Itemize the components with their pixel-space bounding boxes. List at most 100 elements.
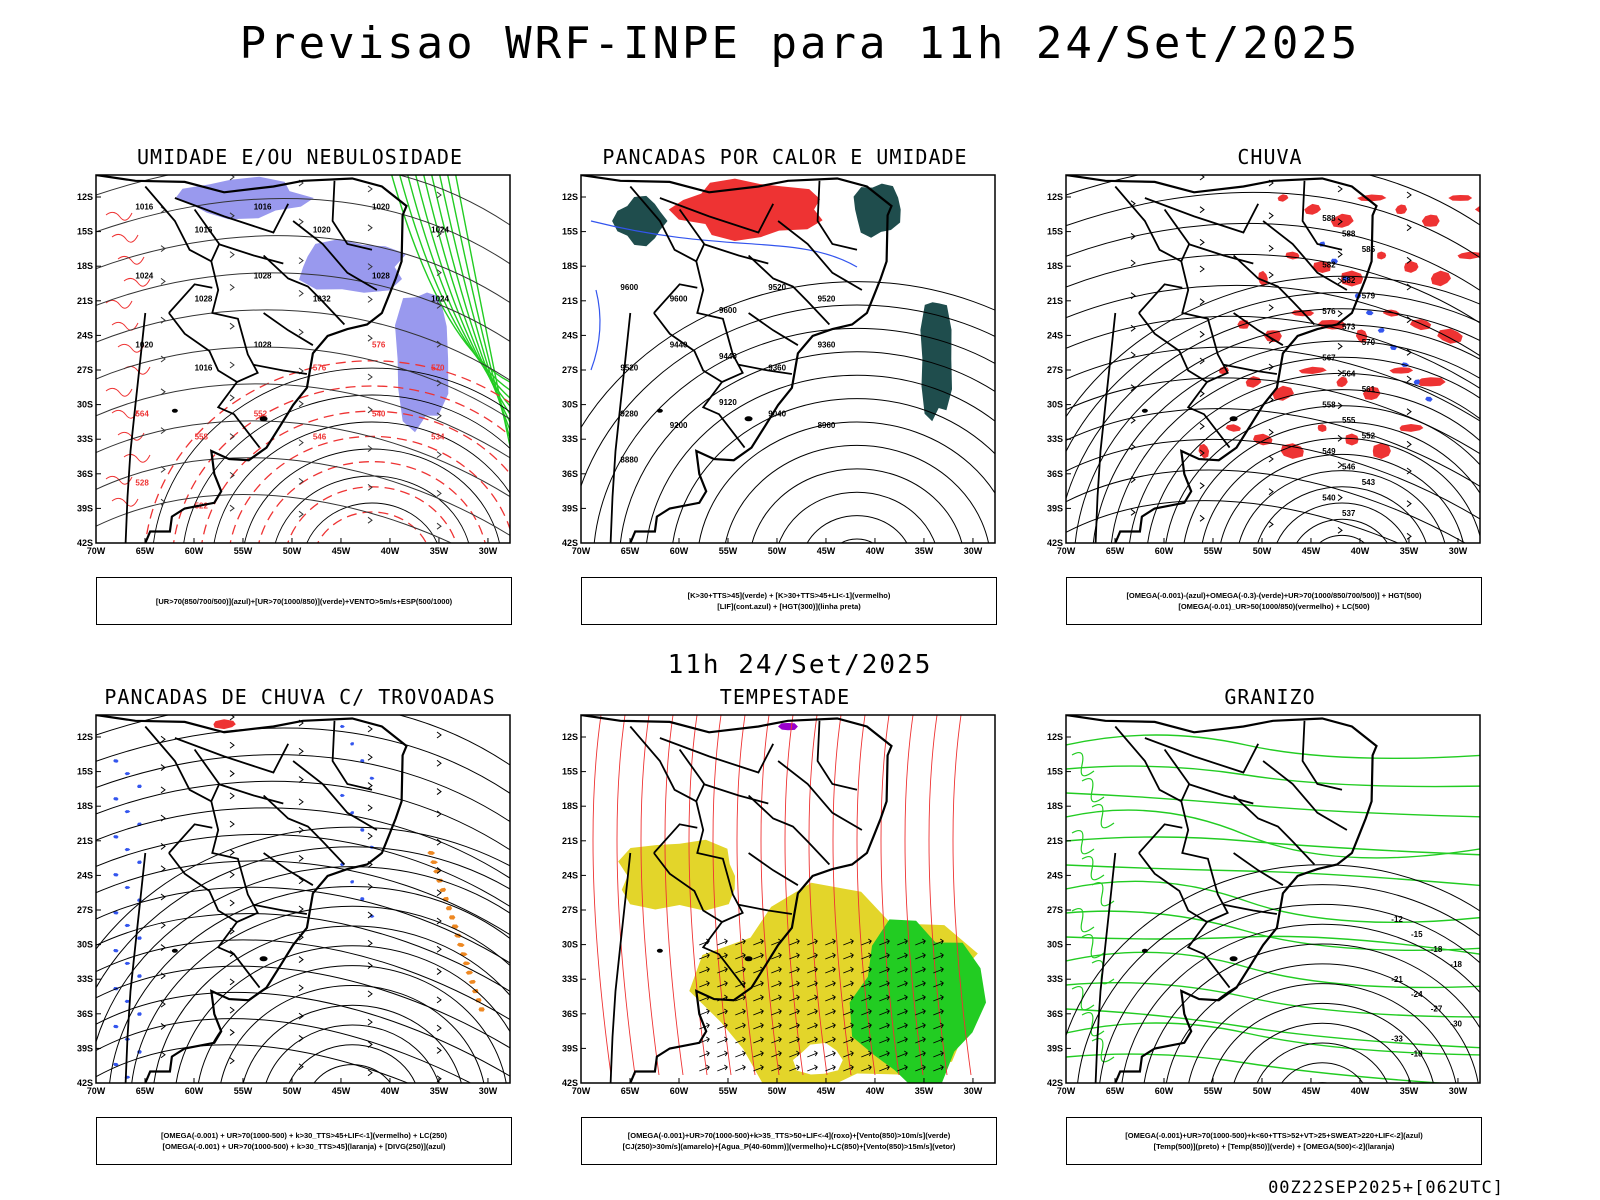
- latitude-label: 39S: [562, 1043, 578, 1053]
- map-chuva: 588 588 585 582 582 579 576 573 570 567 564 561 558 5…: [1030, 173, 1510, 573]
- longitude-label: 60W: [670, 546, 689, 556]
- latitude-label: 33S: [1047, 974, 1063, 984]
- contour-label: 561: [1362, 385, 1376, 394]
- latitude-label: 30S: [1047, 400, 1063, 410]
- latitude-label: 39S: [1047, 503, 1063, 513]
- page-title: Previsao WRF-INPE para 11h 24/Set/2025: [239, 18, 1361, 69]
- latitude-label: 42S: [77, 538, 93, 548]
- longitude-label: 55W: [234, 546, 253, 556]
- contour-label: 9600: [719, 306, 737, 315]
- latitude-label: 33S: [562, 434, 578, 444]
- latitude-label: 15S: [77, 767, 93, 777]
- latitude-label: 42S: [1047, 1078, 1063, 1088]
- contour-label: 549: [1322, 447, 1336, 456]
- latitude-label: 21S: [77, 836, 93, 846]
- map-frame: [95, 174, 511, 544]
- longitude-label: 35W: [1400, 1086, 1419, 1096]
- latitude-label: 15S: [1047, 767, 1063, 777]
- contour-label: 540: [372, 410, 386, 419]
- legend-box: [OMEGA(-0.001)+UR>70(1000-500)+k>35_TTS>…: [581, 1117, 997, 1165]
- longitude-label: 45W: [1302, 546, 1321, 556]
- latitude-label: 30S: [77, 400, 93, 410]
- contour-label: 537: [1342, 509, 1356, 518]
- contour-label: 1024: [431, 226, 449, 235]
- contour-label: 9040: [768, 410, 786, 419]
- longitude-label: 30W: [964, 546, 983, 556]
- longitude-label: 50W: [1253, 546, 1272, 556]
- latitude-label: 12S: [1047, 192, 1063, 202]
- panel-title: CHUVA: [1237, 145, 1303, 169]
- latitude-label: 33S: [77, 434, 93, 444]
- longitude-label: 35W: [1400, 546, 1419, 556]
- latitude-label: 27S: [77, 905, 93, 915]
- latitude-label: 18S: [77, 801, 93, 811]
- latitude-label: 21S: [1047, 836, 1063, 846]
- contour-label: -15: [1411, 930, 1423, 939]
- longitude-label: 40W: [866, 1086, 885, 1096]
- contour-label: 1028: [195, 295, 213, 304]
- legend-box: [OMEGA(-0.001) + UR>70(1000-500) + k>30_…: [96, 1117, 512, 1165]
- panel-title: PANCADAS POR CALOR E UMIDADE: [602, 145, 968, 169]
- longitude-label: 55W: [234, 1086, 253, 1096]
- contour-label: 9360: [768, 364, 786, 373]
- contour-label: 1016: [195, 364, 213, 373]
- longitude-label: 35W: [915, 546, 934, 556]
- legend-line: [OMEGA(-0.001) + UR>70(1000-500) + k>30_…: [162, 1142, 446, 1151]
- latitude-label: 18S: [1047, 801, 1063, 811]
- longitude-label: 70W: [87, 546, 106, 556]
- longitude-label: 40W: [381, 546, 400, 556]
- longitude-label: 70W: [572, 546, 591, 556]
- contour-label: 579: [1362, 292, 1376, 301]
- contour-label: 576: [372, 341, 386, 350]
- contour-label: -30: [1450, 1020, 1462, 1029]
- legend-box: [UR>70(850/700/500)](azul)+[UR>70(1000/8…: [96, 577, 512, 625]
- contour-label: 1028: [254, 272, 272, 281]
- contour-label: 1020: [135, 341, 153, 350]
- map-svg: 588 588 585 582 582 579 576 573 570 567 564 561 558 5…: [1047, 174, 1481, 556]
- longitude-label: 70W: [1057, 546, 1076, 556]
- contour-label: 582: [1322, 261, 1336, 270]
- contour-label: -12: [1391, 915, 1403, 924]
- latitude-label: 24S: [1047, 870, 1063, 880]
- longitude-label: 70W: [572, 1086, 591, 1096]
- contour-label: 8960: [818, 421, 836, 430]
- panel-title: GRANIZO: [1224, 685, 1316, 709]
- contour-label: -18: [1450, 960, 1462, 969]
- map-frame: [1065, 174, 1481, 544]
- longitude-label: 65W: [621, 1086, 640, 1096]
- latitude-label: 18S: [562, 261, 578, 271]
- map-frame: [95, 714, 511, 1084]
- latitude-label: 30S: [562, 940, 578, 950]
- latitude-label: 42S: [77, 1078, 93, 1088]
- longitude-label: 50W: [283, 546, 302, 556]
- longitude-label: 65W: [1106, 546, 1125, 556]
- contour-label: 9600: [620, 283, 638, 292]
- latitude-label: 24S: [1047, 330, 1063, 340]
- panel-pancadas-calor: PANCADAS POR CALOR E UMIDADE 9600 9600 960…: [545, 145, 1025, 625]
- longitude-label: 55W: [1204, 546, 1223, 556]
- latitude-label: 36S: [562, 1009, 578, 1019]
- longitude-label: 70W: [87, 1086, 106, 1096]
- latitude-label: 21S: [1047, 296, 1063, 306]
- contour-label: 564: [1342, 369, 1356, 378]
- latitude-label: 36S: [1047, 1009, 1063, 1019]
- contour-label: 570: [431, 364, 445, 373]
- map-frame: [580, 714, 996, 1084]
- longitude-label: 55W: [719, 1086, 738, 1096]
- longitude-label: 30W: [479, 546, 498, 556]
- longitude-label: 50W: [283, 1086, 302, 1096]
- latitude-label: 27S: [77, 365, 93, 375]
- latitude-label: 15S: [77, 227, 93, 237]
- contour-label: 573: [1342, 323, 1356, 332]
- legend-box: [K>30+TTS>45](verde) + [K>30+TTS>45+LI<-…: [581, 577, 997, 625]
- legend-line: [CJ(250)>30m/s](amarelo)+[Agua_P(40-60mm…: [622, 1142, 956, 1151]
- contour-label: 540: [1322, 493, 1336, 502]
- valid-time-label: 11h 24/Set/2025: [667, 650, 933, 680]
- longitude-label: 50W: [1253, 1086, 1272, 1096]
- longitude-label: 45W: [1302, 1086, 1321, 1096]
- contour-label: 576: [313, 364, 327, 373]
- legend-line: [K>30+TTS>45](verde) + [K>30+TTS>45+LI<-…: [687, 591, 891, 600]
- longitude-label: 45W: [817, 1086, 836, 1096]
- latitude-label: 18S: [1047, 261, 1063, 271]
